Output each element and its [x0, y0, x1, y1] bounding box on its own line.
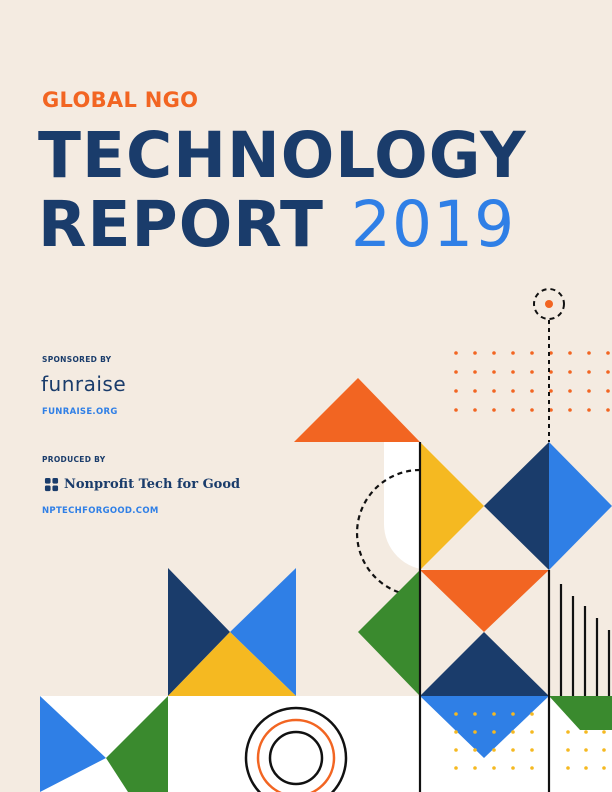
- green-triangle: [358, 570, 420, 696]
- orange-dot: [545, 300, 553, 308]
- dashed-arc: [355, 468, 421, 598]
- yellow-triangle: [420, 442, 484, 570]
- sponsor-label: SPONSORED BY: [42, 355, 112, 364]
- navy-diamond-half: [484, 442, 549, 570]
- cover-title-line-1: TECHNOLOGY: [38, 119, 527, 192]
- green-bottom-right-triangle: [549, 696, 612, 730]
- orange-down-triangle: [420, 570, 549, 632]
- producer-label: PRODUCED BY: [42, 455, 106, 464]
- orange-triangle: [294, 378, 420, 442]
- nptechforgood-logo: Nonprofit Tech for Good: [44, 477, 240, 492]
- inner-black-ring: [268, 730, 324, 786]
- cover-year: 2019: [350, 188, 516, 261]
- orange-ring: [256, 718, 336, 792]
- blue-triangle-right: [230, 568, 296, 696]
- cover-title-line-2: REPORT 2019: [38, 193, 515, 256]
- vertical-bars: [559, 584, 611, 696]
- white-block: [384, 442, 430, 570]
- navy-triangle-left: [168, 568, 230, 696]
- producer-link[interactable]: NPTECHFORGOOD.COM: [42, 506, 159, 516]
- navy-up-triangle: [420, 632, 549, 696]
- blue-bottom-triangle: [40, 696, 106, 792]
- cover-title-report: REPORT: [38, 188, 324, 261]
- funraise-logo: funraise: [41, 372, 127, 396]
- black-ring: [244, 706, 348, 792]
- dashed-ring: [533, 288, 565, 320]
- producer-name: Nonprofit Tech for Good: [64, 477, 241, 492]
- yellow-dot-grid: [454, 712, 606, 770]
- yellow-triangle-bottom: [168, 632, 296, 696]
- sponsor-link[interactable]: FUNRAISE.ORG: [42, 407, 118, 417]
- blue-diamond-half: [549, 442, 612, 570]
- puzzle-icon: [44, 477, 59, 492]
- orange-dot-grid: [454, 351, 610, 412]
- cover-kicker: GLOBAL NGO: [42, 88, 199, 112]
- blue-bottom-right-triangle: [420, 696, 549, 758]
- green-bottom-triangle: [106, 696, 168, 792]
